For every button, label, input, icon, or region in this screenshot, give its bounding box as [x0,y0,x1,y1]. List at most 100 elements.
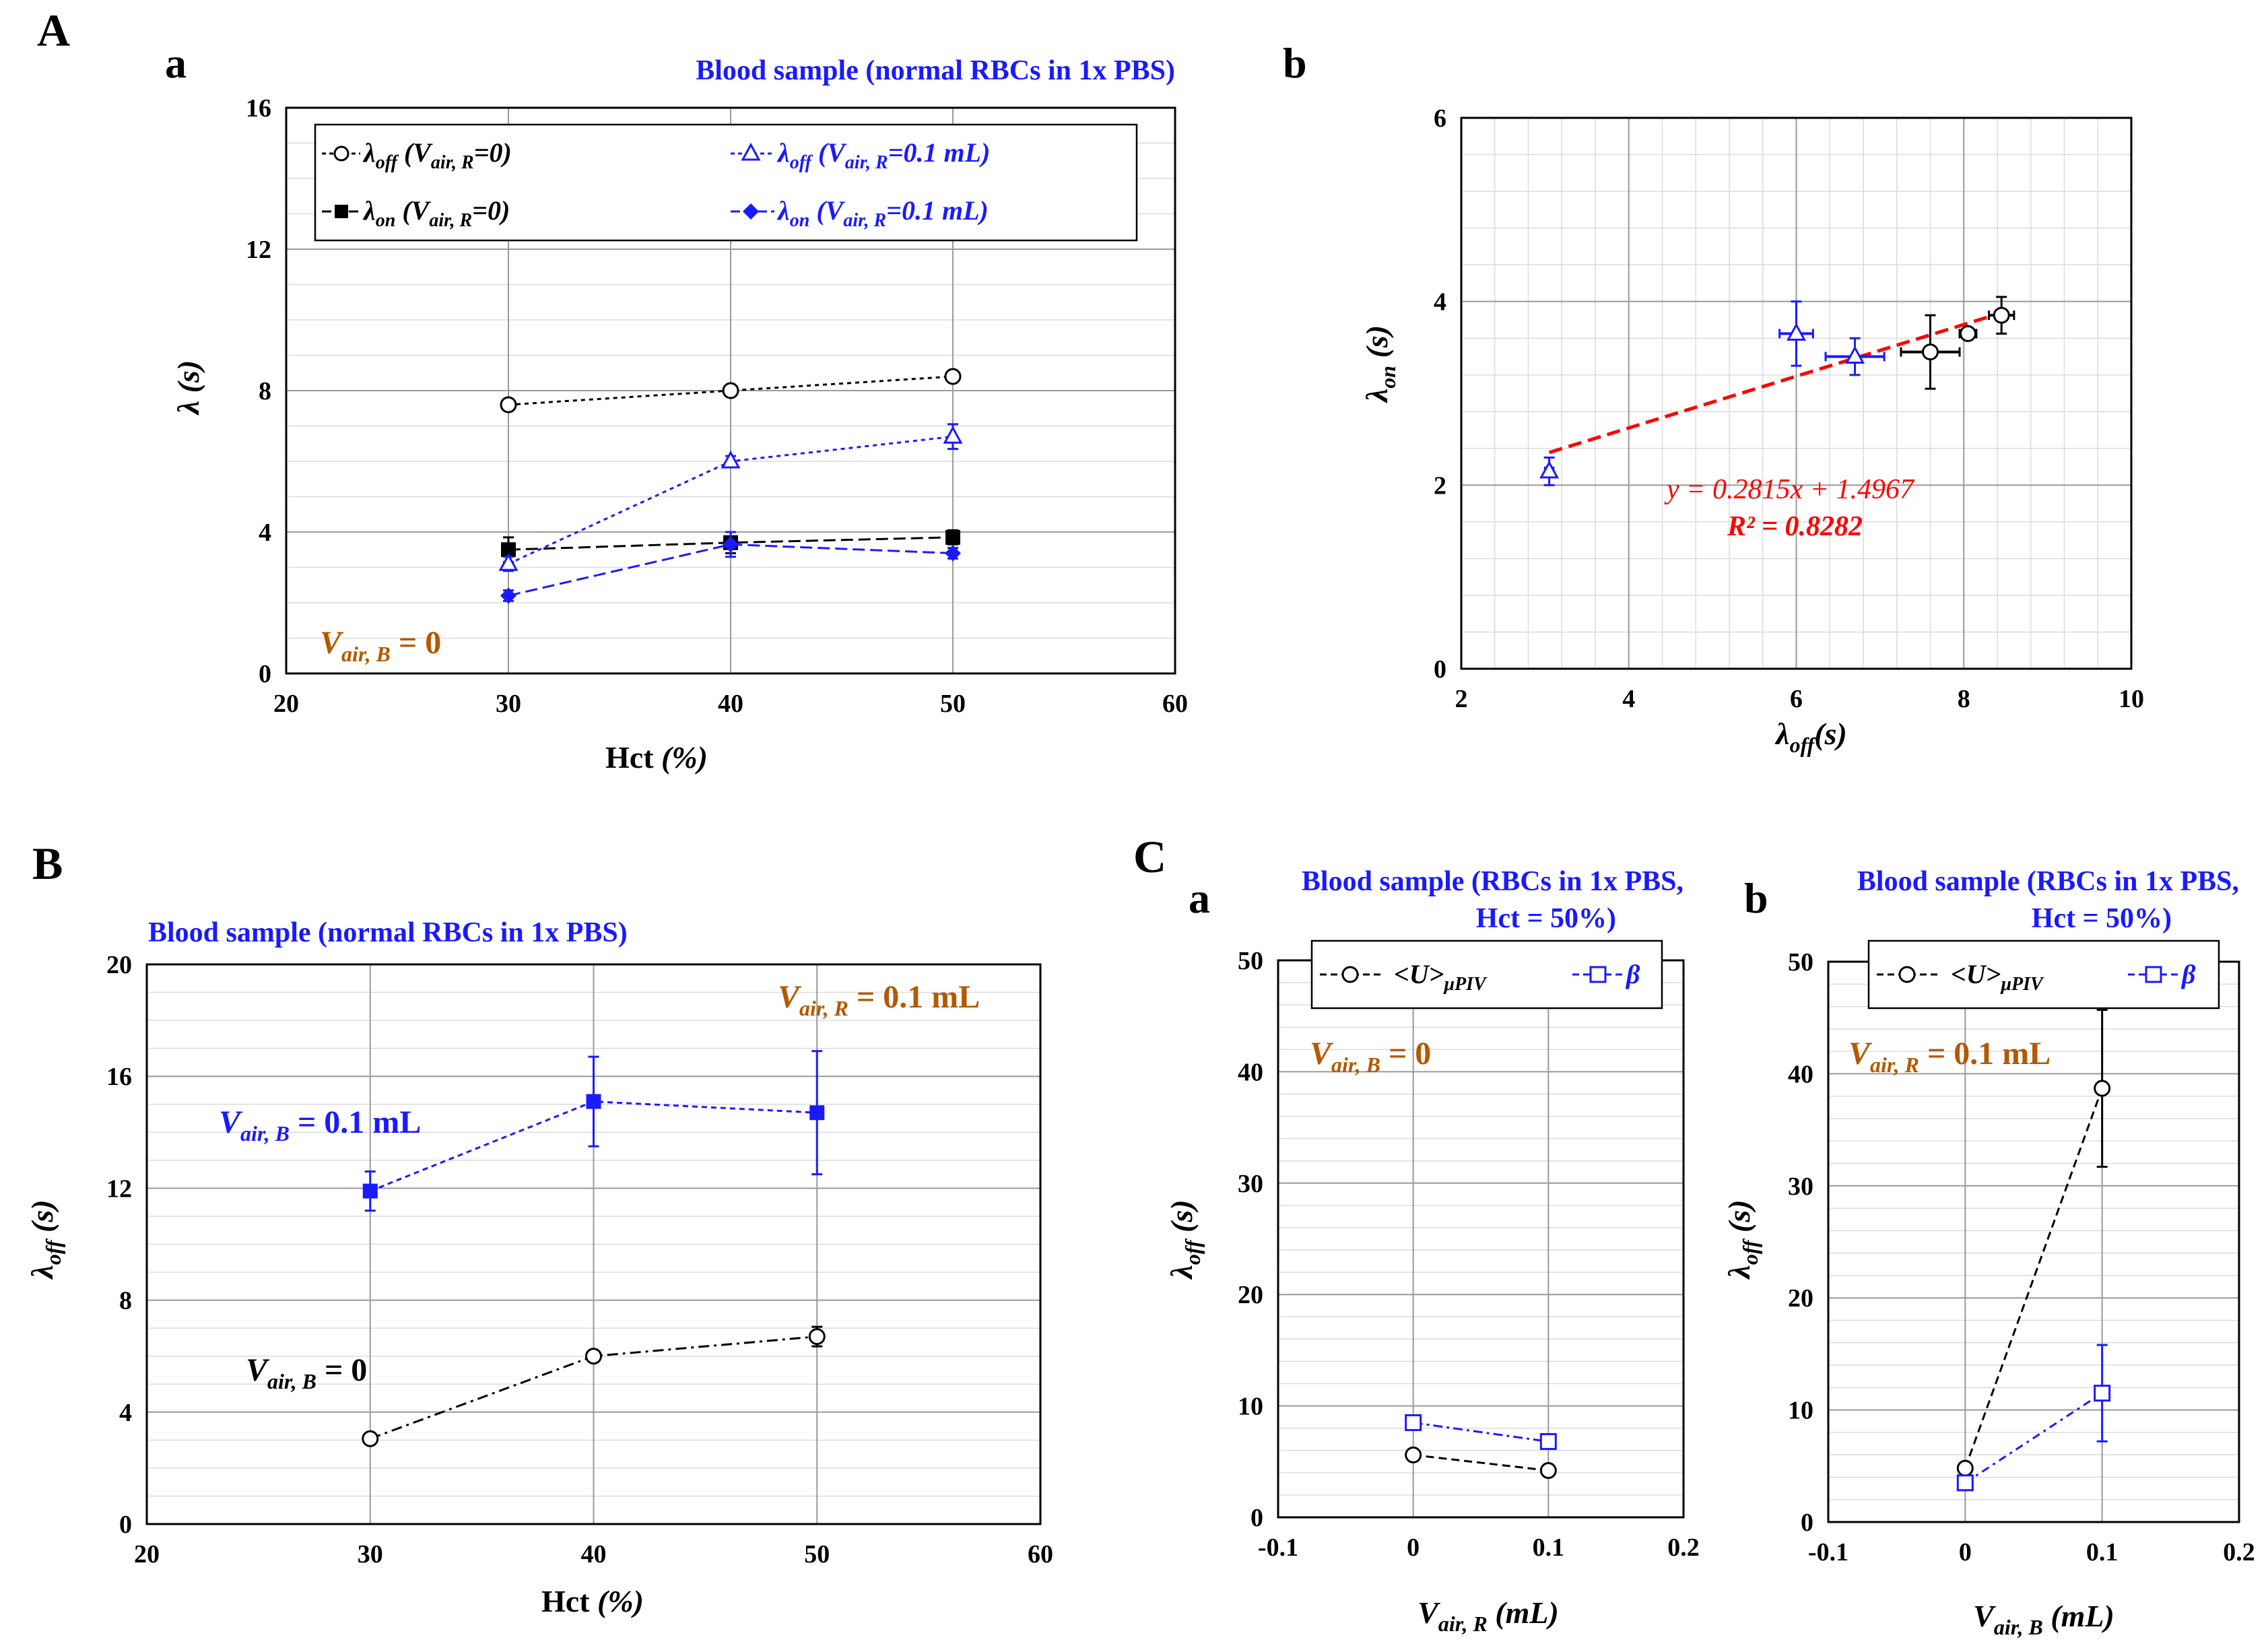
data-point [808,1328,826,1346]
chart-Cb-xlabel: Vair, B (mL) [1973,1599,2114,1639]
data-point [586,1094,601,1109]
chart-B-ylabel: λoff (s) [25,1199,65,1280]
y-tick-label: 2 [1434,471,1446,500]
chart-B-series-label-blue: Vair, B = 0.1 mL [219,1104,421,1146]
y-tick-label: 40 [1238,1058,1263,1086]
legend-item-beta: β [1572,959,1640,989]
chart-Ab-grid [1461,117,2132,669]
data-point [2094,1385,2111,1402]
plot-frame [145,963,1042,1525]
subpanel-label-Ab: b [1283,39,1307,87]
chart-B-title: Blood sample (normal RBCs in 1x PBS) [148,917,628,948]
chart-Cb-title-line1: Blood sample (RBCs in 1x PBS, [1857,866,2239,897]
y-tick-label: 50 [1238,947,1263,975]
subpanel-label-Cb: b [1744,874,1768,922]
x-tick-label: 60 [1162,690,1188,718]
chart-Aa-xlabel: Hct (%) [605,740,708,774]
subpanel-label-Aa: a [165,39,187,87]
data-point [1539,460,1560,479]
data-point [500,396,517,414]
x-tick-label: 50 [940,690,966,718]
data-point [362,1183,378,1199]
data-point [1922,343,1939,361]
plot-frame [1460,117,2133,670]
chart-B-annotation-top: Vair, R = 0.1 mL [778,979,980,1020]
chart-Cb-title-line2: Hct = 50%) [2032,903,2172,934]
data-point [1539,1433,1557,1451]
data-point [1956,1474,1974,1492]
svg-text:λoff (Vair, R=0.1 mL): λoff (Vair, R=0.1 mL) [776,137,990,173]
x-tick-label: 40 [581,1540,607,1568]
y-tick-label: 10 [1238,1393,1263,1421]
chart-Ca-title-line2: Hct = 50%) [1476,903,1616,934]
data-point [1845,345,1865,364]
chart-B-grid [146,964,1041,1525]
chart-Cb-ylabel: λoff (s) [1722,1199,1762,1280]
y-tick-label: 12 [106,1175,132,1203]
y-tick-label: 16 [106,1063,132,1091]
subpanel-label-Ca: a [1189,874,1210,922]
x-tick-label: 0 [1407,1533,1420,1562]
x-tick-label: 0.1 [2086,1538,2119,1566]
series-line-1 [1964,1392,2103,1484]
series-line-0 [1964,1088,2104,1469]
data-point [944,368,962,385]
data-point [585,1348,602,1365]
x-tick-label: 30 [496,690,521,718]
x-tick-label: 0 [1959,1538,1972,1566]
x-tick-label: -0.1 [1808,1538,1848,1566]
y-tick-label: 8 [119,1287,132,1315]
x-tick-label: 20 [134,1540,160,1568]
data-point [809,1105,825,1121]
chart-Ca-annotation: Vair, B = 0 [1310,1036,1431,1077]
y-tick-label: 6 [1434,104,1446,133]
y-tick-label: 0 [1250,1504,1263,1532]
series-line-1 [508,536,954,551]
x-tick-label: 40 [718,690,743,718]
y-tick-label: 50 [1788,948,1813,977]
x-tick-label: -0.1 [1258,1533,1298,1562]
y-tick-label: 30 [1788,1172,1813,1201]
series-line-1 [1413,1421,1549,1443]
chart-Ab-ylabel: λon (s) [1360,325,1400,403]
chart-B-xlabel: Hct (%) [541,1584,644,1618]
y-tick-label: 0 [119,1511,132,1539]
x-tick-label: 0.2 [1667,1533,1700,1562]
x-tick-label: 4 [1622,685,1635,713]
data-point [1993,306,2010,324]
chart-Ab-fit-r2: R² = 0.8282 [1727,511,1863,542]
x-tick-label: 50 [804,1540,830,1568]
y-tick-label: 0 [1434,655,1446,684]
data-point [1539,1462,1557,1480]
chart-Aa-title: Blood sample (normal RBCs in 1x PBS) [696,55,1175,86]
chart-Ab-xlabel: λoff(s) [1774,717,1847,757]
data-point [501,542,516,558]
y-tick-label: 0 [259,660,271,688]
y-tick-label: 20 [106,951,132,979]
y-tick-label: 4 [1434,288,1446,317]
series-line-0 [508,375,954,406]
data-point [498,553,519,571]
chart-Cb-legend: <U>μPIV β [1867,939,2220,1010]
panel-label-A: A [37,5,70,56]
chart-Aa: 0 4 8 12 16 20 30 40 50 60 Blood sample (normal R… [171,55,1188,774]
chart-B-plot: 0 4 8 12 16 20 20 30 40 50 60 [106,951,1053,1568]
svg-text:β: β [1625,959,1640,989]
data-point [1959,325,1976,342]
data-point [723,536,739,553]
x-tick-label: 20 [273,690,299,718]
chart-Ca-grid [1277,960,1684,1518]
chart-Ca-title-line1: Blood sample (RBCs in 1x PBS, [1302,866,1683,897]
x-tick-label: 2 [1455,685,1468,713]
data-point [1786,323,1807,341]
x-tick-label: 0.2 [2223,1538,2255,1566]
svg-text:β: β [2180,959,2196,989]
chart-B-series-label-black: Vair, B = 0 [246,1352,367,1393]
